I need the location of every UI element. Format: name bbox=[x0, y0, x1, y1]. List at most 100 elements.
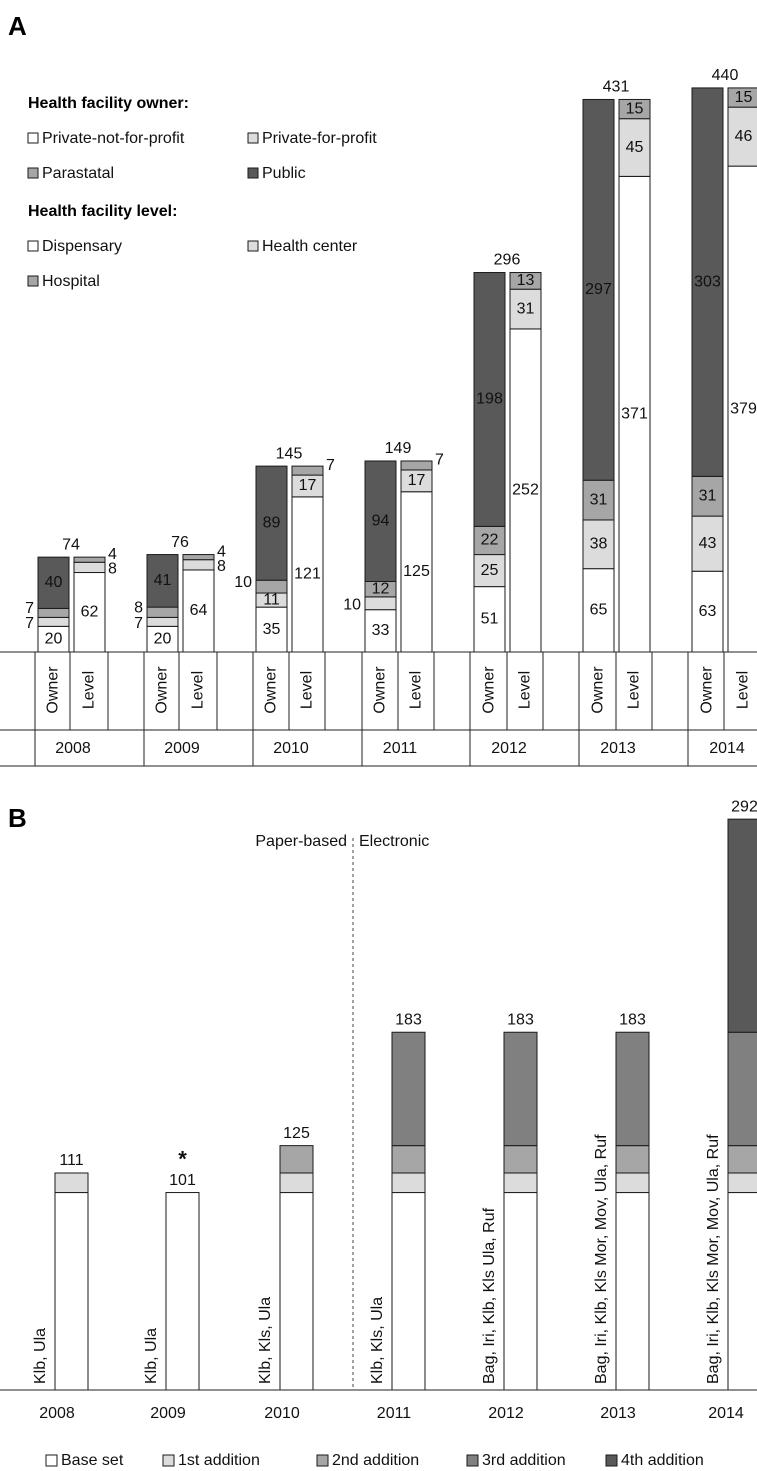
label-level-2010-0: 121 bbox=[294, 566, 321, 583]
legend-owner-title: Health facility owner: bbox=[28, 95, 189, 112]
bar-owner-2012-seg-2 bbox=[473, 525, 506, 556]
legend-level-item-0-swatch bbox=[27, 240, 39, 252]
bar-owner-2008-seg-3 bbox=[37, 556, 70, 609]
bar-level-2008-seg-2 bbox=[73, 556, 106, 563]
label-owner-2012-2: 22 bbox=[481, 532, 499, 549]
panel-a-legend: Health facility owner: Private-not-for-pr… bbox=[27, 95, 377, 290]
bar-level-2011-seg-2 bbox=[400, 460, 433, 471]
bar-level-2013-seg-0 bbox=[618, 175, 651, 653]
axis-sub-level-2012: Level bbox=[517, 671, 534, 709]
label-owner-2012-1: 25 bbox=[481, 562, 499, 579]
bar-level-2009-seg-1 bbox=[182, 559, 215, 571]
axis-sub-level-2014: Level bbox=[735, 671, 752, 709]
legend-owner-item-1-swatch bbox=[247, 132, 259, 144]
bar-b-2013-seg-2 bbox=[615, 1145, 650, 1174]
legend-owner-item-2-swatch bbox=[27, 167, 39, 179]
label-owner-2011-3: 94 bbox=[372, 512, 390, 529]
bar-owner-2009-seg-3 bbox=[146, 554, 179, 608]
label-total-2009: 76 bbox=[171, 534, 189, 551]
bar-b-2014-seg-2 bbox=[727, 1145, 757, 1174]
panel-a-letter: A bbox=[8, 11, 27, 41]
panel-b-legend: Base set 1st addition 2nd addition 3rd addi… bbox=[45, 1452, 704, 1469]
axis-year-b-2010: 2010 bbox=[264, 1405, 300, 1422]
label-level-2009-2: 4 bbox=[217, 543, 226, 560]
label-level-2013-2: 15 bbox=[626, 100, 644, 117]
axis-year-b-2009: 2009 bbox=[150, 1405, 186, 1422]
label-level-2012-0: 252 bbox=[512, 482, 539, 499]
bar-b-2012-seg-1 bbox=[503, 1172, 538, 1194]
legend-owner-item-0-swatch bbox=[27, 132, 39, 144]
bar-level-2012-seg-1 bbox=[509, 288, 542, 330]
label-owner-2012-3: 198 bbox=[476, 391, 503, 408]
label-level-2008-1: 8 bbox=[108, 561, 117, 578]
bar-b-2010-seg-1 bbox=[279, 1172, 314, 1194]
label-owner-2009-0: 20 bbox=[154, 630, 172, 647]
label-level-2014-2: 15 bbox=[735, 89, 753, 106]
bar-b-2014-seg-1 bbox=[727, 1172, 757, 1194]
bar-owner-2013-seg-1 bbox=[582, 519, 615, 570]
label-total-2012: 296 bbox=[494, 252, 521, 269]
label-owner-2008-3: 40 bbox=[45, 574, 63, 591]
label-owner-2013-0: 65 bbox=[590, 602, 608, 619]
site-label-2014: Bag, Iri, Klb, Kls Mor, Mov, Ula, Ruf bbox=[705, 1134, 722, 1384]
label-level-2009-0: 64 bbox=[190, 602, 208, 619]
bar-owner-2013-seg-0 bbox=[582, 568, 615, 653]
bar-b-2014-seg-4 bbox=[727, 818, 757, 1033]
label-total-2013: 431 bbox=[603, 79, 630, 96]
bar-owner-2008-seg-1 bbox=[37, 616, 70, 627]
label-owner-2009-2: 8 bbox=[134, 599, 143, 616]
legend-owner-item-1: Private-for-profit bbox=[262, 130, 377, 147]
legend-b-swatch-0 bbox=[45, 1454, 58, 1467]
label-owner-2008-1: 7 bbox=[25, 615, 34, 632]
axis-year-a-2009: 2009 bbox=[164, 740, 200, 757]
bar-owner-2010-seg-0 bbox=[255, 606, 288, 653]
bar-level-2010-seg-0 bbox=[291, 496, 324, 653]
label-total-2008: 74 bbox=[62, 536, 80, 553]
bar-level-2009-seg-2 bbox=[182, 554, 215, 561]
legend-owner-item-3: Public bbox=[262, 165, 306, 182]
label-owner-2014-3: 303 bbox=[694, 273, 721, 290]
label-total-2014: 440 bbox=[712, 67, 739, 84]
legend-owner-item-3-swatch bbox=[247, 167, 259, 179]
bar-b-2011-seg-2 bbox=[391, 1145, 426, 1174]
legend-b-swatch-2 bbox=[316, 1454, 329, 1467]
bar-level-2014-seg-2 bbox=[727, 87, 757, 108]
label-owner-2008-2: 7 bbox=[25, 600, 34, 617]
bar-owner-2009-seg-2 bbox=[146, 606, 179, 618]
site-label-2010: Klb, Kls, Ula bbox=[257, 1297, 274, 1384]
axis-sub-owner-2012: Owner bbox=[481, 666, 498, 714]
axis-year-b-2013: 2013 bbox=[600, 1405, 636, 1422]
label-owner-2011-0: 33 bbox=[372, 622, 390, 639]
bar-b-2011-seg-1 bbox=[391, 1172, 426, 1194]
bar-b-2008-seg-1 bbox=[54, 1172, 89, 1194]
bar-b-2009-seg-0 bbox=[165, 1192, 200, 1391]
label-total-b-2011: 183 bbox=[395, 1011, 422, 1028]
axis-sub-owner-2009: Owner bbox=[154, 666, 171, 714]
label-level-2011-2: 7 bbox=[435, 452, 444, 469]
bar-b-2011-seg-0 bbox=[391, 1192, 426, 1391]
site-label-2011: Klb, Kls, Ula bbox=[369, 1297, 386, 1384]
bar-level-2013-seg-2 bbox=[618, 98, 651, 120]
label-owner-2014-2: 31 bbox=[699, 487, 717, 504]
bar-owner-2014-seg-1 bbox=[691, 515, 724, 572]
axis-sub-owner-2010: Owner bbox=[263, 666, 280, 714]
axis-sub-owner-2011: Owner bbox=[372, 666, 389, 714]
bar-b-2014-seg-0 bbox=[727, 1192, 757, 1391]
label-owner-2014-1: 43 bbox=[699, 535, 717, 552]
label-total-b-2014: 292 bbox=[731, 798, 757, 815]
label-total-b-2009: 101 bbox=[169, 1172, 196, 1189]
label-level-2010-1: 17 bbox=[299, 477, 317, 494]
bar-owner-2011-seg-1 bbox=[364, 596, 397, 611]
bar-owner-2009-seg-1 bbox=[146, 616, 179, 627]
axis-sub-owner-2008: Owner bbox=[45, 666, 62, 714]
bar-owner-2013-seg-2 bbox=[582, 479, 615, 521]
label-level-2012-1: 31 bbox=[517, 300, 535, 317]
bar-owner-2012-seg-3 bbox=[473, 272, 506, 527]
label-total-b-2012: 183 bbox=[507, 1011, 534, 1028]
bar-b-2008-seg-0 bbox=[54, 1192, 89, 1391]
label-owner-2010-0: 35 bbox=[263, 621, 281, 638]
legend-owner-item-0: Private-not-for-profit bbox=[42, 130, 185, 147]
label-owner-2010-1: 11 bbox=[263, 591, 280, 608]
label-total-b-2008: 111 bbox=[59, 1152, 83, 1169]
